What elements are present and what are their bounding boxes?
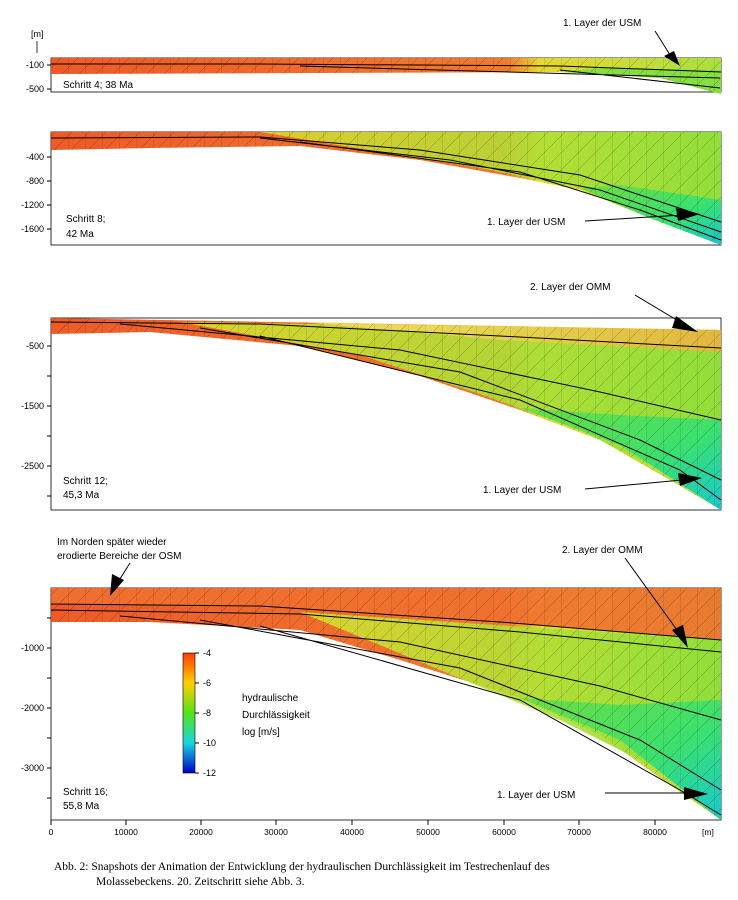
- color-legend: -4 -6 -8 -10 -12 hydraulische Durchlässi…: [182, 648, 310, 778]
- annotation-arrow: [676, 208, 700, 221]
- legend-title: hydraulische: [242, 693, 299, 704]
- legend-tick-label: -4: [203, 648, 211, 658]
- legend-tick-label: -12: [203, 768, 216, 778]
- legend-colorbar: [182, 652, 196, 774]
- x-tick-label: 60000: [492, 827, 516, 837]
- y-tick-label: -1000: [21, 643, 44, 653]
- panel-4-step-label: 55,8 Ma: [63, 801, 100, 812]
- annotation-usm-label: 1. Layer der USM: [497, 790, 575, 801]
- panel-3: -500 -1500 -2500 Schritt 12; 45,3 Ma 2. …: [21, 282, 722, 511]
- annotation-osm-label: erodierte Bereiche der OSM: [57, 551, 182, 562]
- x-tick-label: 20000: [189, 827, 213, 837]
- annotation-arrow: [664, 51, 680, 66]
- annotation-omm-label: 2. Layer der OMM: [530, 282, 611, 293]
- legend-title: Durchlässigkeit: [242, 710, 310, 721]
- legend-tick-label: -8: [203, 708, 211, 718]
- y-tick-label: -1200: [21, 200, 44, 210]
- caption-line: Molassebeckens. 20. Zeitschritt siehe Ab…: [96, 876, 305, 888]
- x-tick-label: 50000: [416, 827, 440, 837]
- y-tick-label: -500: [26, 341, 44, 351]
- annotation-arrow: [672, 625, 688, 648]
- panel-3-step-label: Schritt 12;: [63, 476, 108, 487]
- panel-1-step-label: Schritt 4; 38 Ma: [63, 80, 133, 91]
- panel-2: -400 -800 -1200 -1600 Schritt 8; 42 Ma 1…: [21, 131, 722, 246]
- x-tick-label: 10000: [114, 827, 138, 837]
- panel-2-step-label: Schritt 8;: [66, 214, 105, 225]
- annotation-usm-label: 1. Layer der USM: [483, 485, 561, 496]
- y-tick-label: -500: [26, 84, 44, 94]
- annotation-osm-label: Im Norden später wieder: [57, 537, 167, 548]
- x-axis-unit: [m]: [702, 827, 714, 837]
- annotation-arrow: [678, 473, 702, 486]
- caption-line: Abb. 2: Snapshots der Animation der Entw…: [54, 861, 550, 873]
- annotation-usm-label: 1. Layer der USM: [563, 18, 641, 29]
- panel-4-step-label: Schritt 16;: [63, 787, 108, 798]
- y-tick-label: -100: [26, 60, 44, 70]
- legend-tick-label: -10: [203, 738, 216, 748]
- y-tick-label: -800: [26, 176, 44, 186]
- panel-4: -1000 -2000 -3000 Schritt 16; 55,8 Ma Im…: [21, 537, 722, 821]
- figure-caption: Abb. 2: Snapshots der Animation der Entw…: [54, 860, 714, 890]
- x-tick-label: 0: [49, 827, 54, 837]
- annotation-omm-label: 2. Layer der OMM: [562, 545, 643, 556]
- x-tick-label: 80000: [643, 827, 667, 837]
- y-tick-label: -2500: [21, 461, 44, 471]
- annotation-usm-label: 1. Layer der USM: [487, 217, 565, 228]
- y-tick-label: -1500: [21, 401, 44, 411]
- x-tick-label: 40000: [340, 827, 364, 837]
- x-tick-label: 70000: [567, 827, 591, 837]
- y-tick-label: -1600: [21, 224, 44, 234]
- annotation-arrow: [672, 316, 698, 332]
- annotation-arrow: [684, 787, 708, 800]
- panel-2-step-label: 42 Ma: [66, 229, 94, 240]
- y-tick-label: -400: [26, 152, 44, 162]
- panel-3-step-label: 45,3 Ma: [63, 490, 100, 501]
- y-tick-label: -3000: [21, 763, 44, 773]
- legend-tick-label: -6: [203, 678, 211, 688]
- y-tick-label: -2000: [21, 703, 44, 713]
- legend-title: log [m/s]: [242, 727, 280, 738]
- unit-label: [m]: [31, 29, 44, 39]
- x-tick-label: 30000: [264, 827, 288, 837]
- annotation-arrow: [110, 574, 124, 596]
- y-axis-ticks: [47, 156, 51, 230]
- panel-1: [m] -100 -500 Schritt 4; 38 Ma 1. Layer …: [26, 18, 722, 94]
- x-axis: 0 10000 20000 30000 40000 50000 60000 70…: [49, 820, 714, 837]
